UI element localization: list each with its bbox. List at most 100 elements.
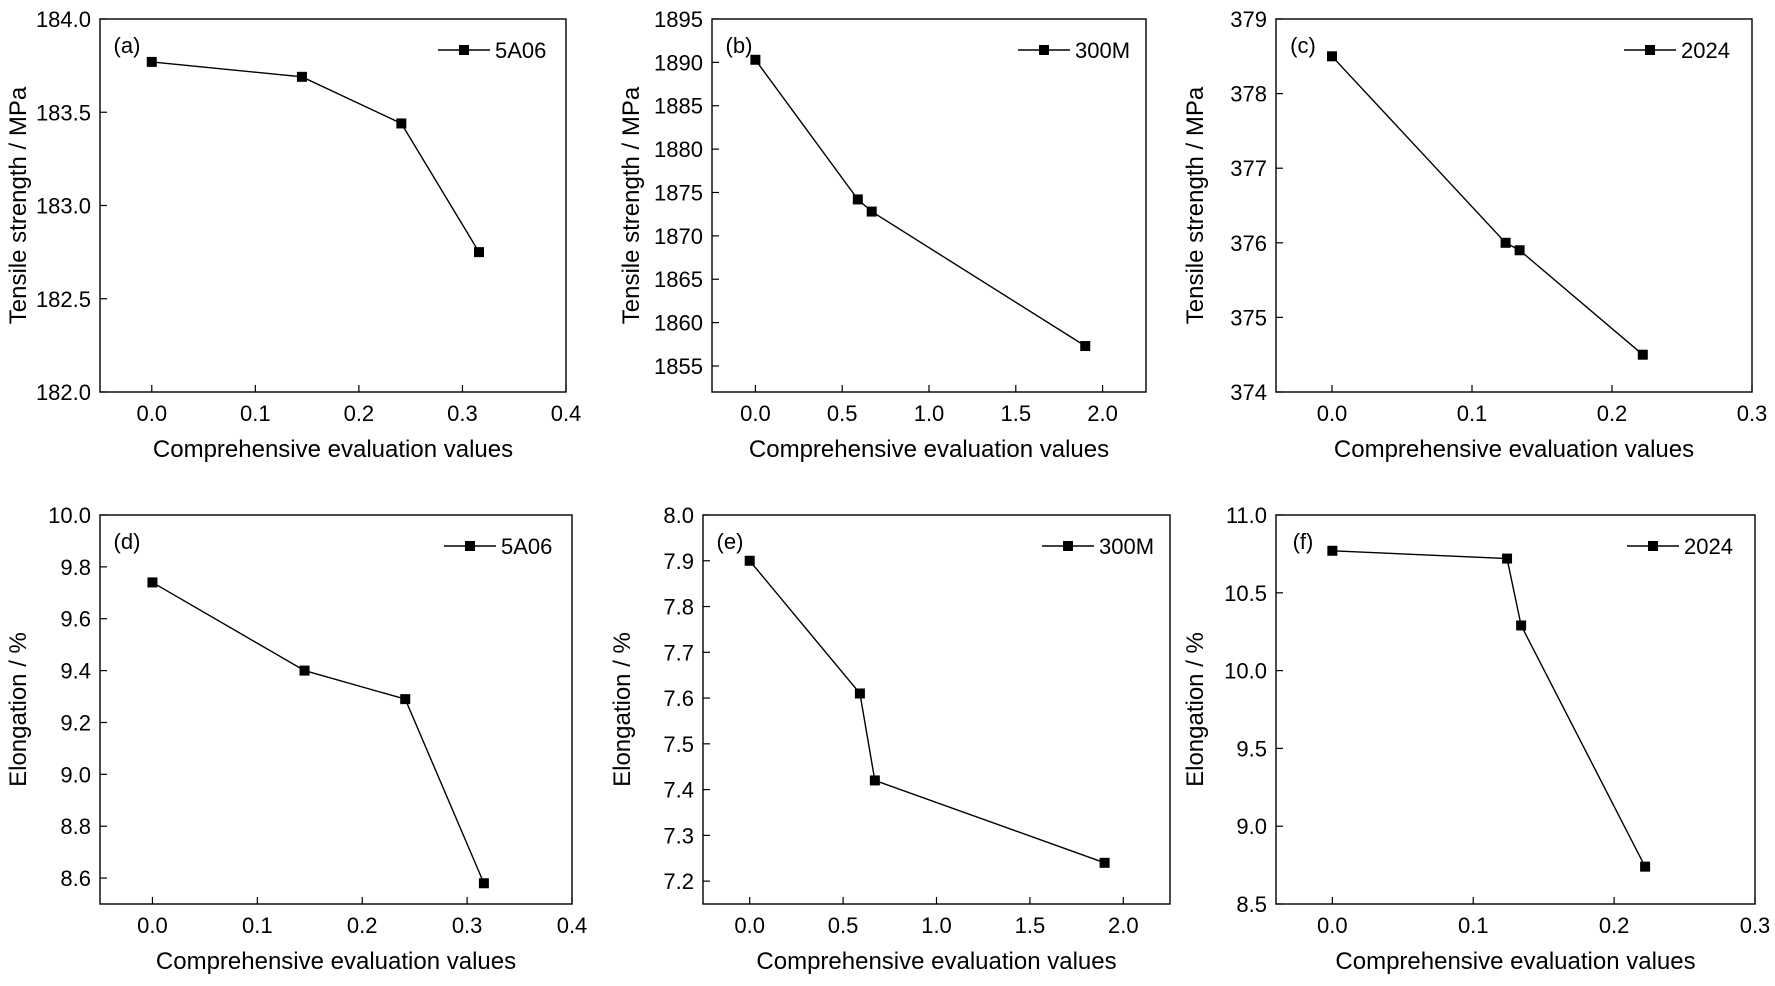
- y-tick-label: 375: [1230, 305, 1267, 330]
- x-tick-label: 0.0: [1317, 401, 1348, 426]
- x-tick-label: 0.4: [551, 401, 582, 426]
- x-axis-label: Comprehensive evaluation values: [153, 436, 513, 463]
- x-axis-label: Comprehensive evaluation values: [749, 436, 1109, 463]
- x-tick-label: 0.0: [734, 913, 765, 938]
- x-tick-label: 0.0: [1317, 913, 1348, 938]
- y-tick-label: 10.0: [48, 503, 91, 528]
- y-tick-label: 1870: [654, 224, 703, 249]
- x-axis-label: Comprehensive evaluation values: [756, 948, 1116, 975]
- y-axis-label: Elongation / %: [5, 632, 32, 787]
- data-point-marker: [296, 71, 307, 82]
- chart-panel-a: 0.0 0.1 0.2 0.3 0.4 182.0 182.5 183.0 183.5 184.0…: [5, 7, 581, 463]
- y-tick-label: 8.5: [1236, 892, 1267, 917]
- legend-label: 5A06: [495, 38, 546, 63]
- y-tick-label: 7.9: [663, 549, 694, 574]
- series-line: [749, 560, 1105, 864]
- x-tick-label: 0.2: [1597, 401, 1628, 426]
- data-point-marker: [750, 54, 761, 65]
- x-axis-label: Comprehensive evaluation values: [1335, 948, 1695, 975]
- data-point-marker: [478, 878, 489, 889]
- plot-frame: [99, 18, 567, 393]
- y-axis-label: Elongation / %: [1182, 632, 1209, 787]
- chart-panel-d: 0.0 0.1 0.2 0.3 0.4 8.6 8.8 9.0 9.2 9.4 9.6 9.8 10.0…: [5, 503, 587, 975]
- y-tick-label: 1855: [654, 354, 703, 379]
- data-point-marker: [146, 56, 157, 67]
- y-axis-label: Tensile strength / MPa: [1182, 86, 1209, 324]
- y-tick-label: 9.4: [60, 659, 91, 684]
- x-tick-label: 1.5: [1015, 913, 1046, 938]
- x-axis-label: Comprehensive evaluation values: [156, 948, 516, 975]
- x-tick-label: 0.1: [242, 913, 273, 938]
- x-tick-label: 1.0: [921, 913, 952, 938]
- data-point-marker: [744, 555, 755, 566]
- data-point-marker: [1099, 857, 1110, 868]
- panel-label: (e): [717, 529, 744, 554]
- series-line: [151, 61, 480, 253]
- plot-frame: [1275, 514, 1756, 905]
- y-tick-label: 9.5: [1236, 736, 1267, 761]
- y-tick-label: 379: [1230, 7, 1267, 32]
- y-tick-label: 8.8: [60, 814, 91, 839]
- y-tick-label: 9.0: [1236, 814, 1267, 839]
- y-tick-label: 1875: [654, 180, 703, 205]
- legend-label: 5A06: [501, 534, 552, 559]
- legend-marker: [1645, 45, 1655, 55]
- y-tick-label: 1890: [654, 50, 703, 75]
- y-tick-label: 374: [1230, 380, 1267, 405]
- x-tick-label: 0.1: [1458, 913, 1489, 938]
- x-tick-label: 2.0: [1108, 913, 1139, 938]
- y-tick-label: 183.5: [36, 100, 91, 125]
- data-point-marker: [1640, 861, 1651, 872]
- series-line: [1332, 550, 1646, 867]
- x-tick-label: 0.1: [240, 401, 271, 426]
- y-tick-label: 182.0: [36, 380, 91, 405]
- y-tick-label: 183.0: [36, 194, 91, 219]
- panel-label: (c): [1290, 33, 1316, 58]
- y-tick-label: 7.5: [663, 732, 694, 757]
- y-tick-label: 1865: [654, 267, 703, 292]
- y-tick-label: 1880: [654, 137, 703, 162]
- x-tick-label: 0.2: [344, 401, 375, 426]
- x-tick-label: 1.0: [914, 401, 945, 426]
- chart-panel-f: 0.0 0.1 0.2 0.3 8.5 9.0 9.5 10.0 10.5 11.0 Compreh…: [1182, 503, 1770, 975]
- plot-frame: [702, 514, 1171, 905]
- legend-marker: [1063, 541, 1073, 551]
- panel-label: (d): [114, 529, 141, 554]
- y-tick-label: 9.6: [60, 607, 91, 632]
- y-tick-label: 184.0: [36, 7, 91, 32]
- y-tick-label: 7.7: [663, 640, 694, 665]
- y-tick-label: 1895: [654, 7, 703, 32]
- y-tick-label: 1860: [654, 311, 703, 336]
- y-tick-label: 9.8: [60, 555, 91, 580]
- data-point-marker: [1502, 553, 1513, 564]
- x-axis-label: Comprehensive evaluation values: [1334, 436, 1694, 463]
- x-tick-label: 0.3: [1737, 401, 1768, 426]
- panel-label: (b): [726, 33, 753, 58]
- x-tick-label: 2.0: [1087, 401, 1118, 426]
- data-point-marker: [474, 247, 485, 258]
- legend-marker: [459, 45, 469, 55]
- legend-marker: [1039, 45, 1049, 55]
- legend-label: 300M: [1099, 534, 1154, 559]
- x-tick-label: 0.3: [1740, 913, 1771, 938]
- x-tick-label: 0.0: [136, 401, 167, 426]
- y-tick-label: 9.2: [60, 710, 91, 735]
- data-point-marker: [854, 688, 865, 699]
- panel-label: (f): [1293, 529, 1314, 554]
- x-tick-label: 0.0: [740, 401, 771, 426]
- data-point-marker: [1516, 620, 1527, 631]
- y-axis-label: Tensile strength / MPa: [618, 86, 645, 324]
- y-tick-label: 378: [1230, 82, 1267, 107]
- plot-frame: [99, 514, 573, 905]
- legend-marker: [1648, 541, 1658, 551]
- series-line: [754, 59, 1086, 347]
- x-tick-label: 0.3: [447, 401, 478, 426]
- data-point-marker: [400, 694, 411, 705]
- data-point-marker: [147, 577, 158, 588]
- x-tick-label: 1.5: [1001, 401, 1032, 426]
- panel-label: (a): [114, 33, 141, 58]
- y-tick-label: 10.0: [1224, 659, 1267, 684]
- data-point-marker: [1327, 51, 1337, 62]
- y-axis-label: Tensile strength / MPa: [5, 86, 32, 324]
- y-tick-label: 10.5: [1224, 581, 1267, 606]
